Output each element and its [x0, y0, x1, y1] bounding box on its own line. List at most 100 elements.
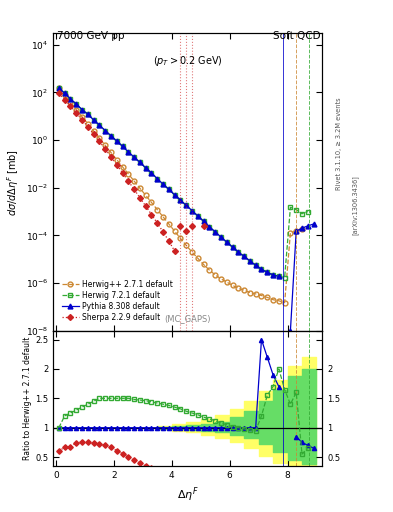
- Herwig 7.2.1 default: [305, 208, 310, 215]
- Pythia 8.308 default: [248, 258, 252, 264]
- Herwig++ 2.7.1 default: [167, 221, 171, 227]
- Pythia 8.308 default: [195, 213, 200, 219]
- Pythia 8.308 default: [108, 133, 113, 139]
- Herwig 7.2.1 default: [74, 101, 79, 107]
- Pythia 8.308 default: [242, 253, 246, 260]
- Herwig 7.2.1 default: [62, 90, 67, 96]
- Pythia 8.308 default: [126, 148, 131, 155]
- Pythia 8.308 default: [219, 234, 223, 240]
- Line: Herwig++ 2.7.1 default: Herwig++ 2.7.1 default: [57, 86, 305, 305]
- Herwig 7.2.1 default: [195, 213, 200, 219]
- Herwig 7.2.1 default: [91, 117, 96, 123]
- Pythia 8.308 default: [155, 176, 160, 182]
- Line: Pythia 8.308 default: Pythia 8.308 default: [57, 86, 281, 279]
- Herwig 7.2.1 default: [85, 111, 90, 117]
- Sherpa 2.2.9 default: [149, 211, 154, 218]
- Pythia 8.308 default: [138, 159, 142, 165]
- Herwig 7.2.1 default: [172, 192, 177, 198]
- Herwig++ 2.7.1 default: [195, 255, 200, 261]
- Line: Herwig 7.2.1 default: Herwig 7.2.1 default: [57, 86, 310, 280]
- Y-axis label: Ratio to Herwig++ 2.7.1 default: Ratio to Herwig++ 2.7.1 default: [23, 336, 32, 460]
- Herwig 7.2.1 default: [213, 229, 217, 235]
- Herwig 7.2.1 default: [138, 159, 142, 165]
- Pythia 8.308 default: [224, 239, 229, 245]
- Sherpa 2.2.9 default: [132, 186, 136, 193]
- Sherpa 2.2.9 default: [85, 124, 90, 130]
- Herwig 7.2.1 default: [161, 181, 165, 187]
- Sherpa 2.2.9 default: [57, 90, 61, 96]
- Pythia 8.308 default: [259, 266, 264, 272]
- Pythia 8.308 default: [57, 85, 61, 91]
- Herwig 7.2.1 default: [167, 186, 171, 193]
- Herwig++ 2.7.1 default: [253, 291, 258, 297]
- Herwig++ 2.7.1 default: [91, 128, 96, 134]
- Y-axis label: $d\sigma/d\Delta\eta^F$ [mb]: $d\sigma/d\Delta\eta^F$ [mb]: [6, 148, 22, 216]
- Herwig++ 2.7.1 default: [230, 282, 235, 288]
- Pythia 8.308 default: [201, 218, 206, 224]
- Herwig 7.2.1 default: [265, 269, 270, 275]
- Herwig++ 2.7.1 default: [172, 228, 177, 234]
- Pythia 8.308 default: [236, 249, 241, 255]
- Pythia 8.308 default: [120, 143, 125, 150]
- Sherpa 2.2.9 default: [114, 162, 119, 168]
- Sherpa 2.2.9 default: [80, 117, 84, 123]
- Herwig++ 2.7.1 default: [161, 214, 165, 220]
- Herwig 7.2.1 default: [219, 234, 223, 240]
- Pythia 8.308 default: [143, 165, 148, 171]
- Pythia 8.308 default: [265, 269, 270, 275]
- Herwig 7.2.1 default: [68, 96, 73, 102]
- Herwig++ 2.7.1 default: [271, 296, 275, 303]
- Herwig++ 2.7.1 default: [294, 228, 299, 234]
- Herwig 7.2.1 default: [253, 262, 258, 268]
- Herwig++ 2.7.1 default: [114, 157, 119, 163]
- Herwig 7.2.1 default: [201, 218, 206, 224]
- Pythia 8.308 default: [62, 90, 67, 96]
- Herwig 7.2.1 default: [259, 266, 264, 272]
- Sherpa 2.2.9 default: [138, 195, 142, 201]
- Sherpa 2.2.9 default: [97, 138, 102, 144]
- Herwig 7.2.1 default: [288, 204, 293, 210]
- Herwig++ 2.7.1 default: [126, 171, 131, 177]
- Pythia 8.308 default: [103, 127, 108, 134]
- Herwig++ 2.7.1 default: [132, 178, 136, 184]
- Herwig++ 2.7.1 default: [265, 294, 270, 301]
- Pythia 8.308 default: [178, 197, 183, 203]
- Herwig++ 2.7.1 default: [224, 279, 229, 285]
- Herwig 7.2.1 default: [114, 138, 119, 144]
- Herwig++ 2.7.1 default: [149, 199, 154, 205]
- Sherpa 2.2.9 default: [74, 110, 79, 116]
- Sherpa 2.2.9 default: [68, 103, 73, 110]
- Herwig 7.2.1 default: [271, 272, 275, 278]
- Herwig++ 2.7.1 default: [282, 300, 287, 306]
- Herwig 7.2.1 default: [294, 206, 299, 212]
- Herwig++ 2.7.1 default: [80, 114, 84, 120]
- Pythia 8.308 default: [271, 272, 275, 278]
- Herwig 7.2.1 default: [108, 133, 113, 139]
- Pythia 8.308 default: [277, 273, 281, 280]
- Herwig++ 2.7.1 default: [138, 185, 142, 191]
- Herwig 7.2.1 default: [155, 176, 160, 182]
- Pythia 8.308 default: [190, 207, 195, 214]
- Pythia 8.308 default: [80, 106, 84, 113]
- X-axis label: $\Delta\eta^F$: $\Delta\eta^F$: [177, 485, 198, 504]
- Herwig 7.2.1 default: [184, 202, 189, 208]
- Sherpa 2.2.9 default: [91, 131, 96, 137]
- Sherpa 2.2.9 default: [143, 203, 148, 209]
- Pythia 8.308 default: [172, 192, 177, 198]
- Text: $(p_T > 0.2\ \mathrm{GeV})$: $(p_T > 0.2\ \mathrm{GeV})$: [153, 54, 222, 68]
- Herwig 7.2.1 default: [190, 207, 195, 214]
- Herwig++ 2.7.1 default: [259, 292, 264, 298]
- Herwig++ 2.7.1 default: [155, 206, 160, 212]
- Herwig++ 2.7.1 default: [207, 267, 212, 273]
- Herwig++ 2.7.1 default: [248, 289, 252, 295]
- Herwig 7.2.1 default: [224, 239, 229, 245]
- Herwig++ 2.7.1 default: [219, 276, 223, 282]
- Sherpa 2.2.9 default: [62, 96, 67, 102]
- Pythia 8.308 default: [184, 202, 189, 208]
- Herwig++ 2.7.1 default: [108, 150, 113, 156]
- Herwig 7.2.1 default: [248, 258, 252, 264]
- Text: [arXiv:1306.3436]: [arXiv:1306.3436]: [352, 175, 358, 234]
- Herwig 7.2.1 default: [120, 143, 125, 150]
- Pythia 8.308 default: [230, 244, 235, 250]
- Herwig 7.2.1 default: [126, 148, 131, 155]
